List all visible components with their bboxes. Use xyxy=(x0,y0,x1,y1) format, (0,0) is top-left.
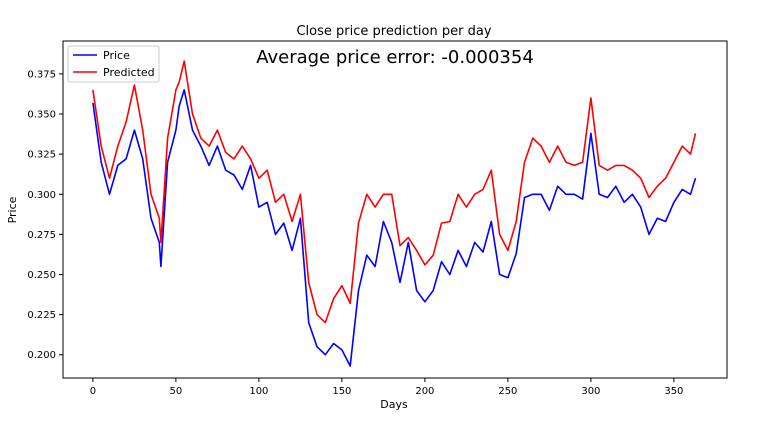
y-tick-label: 0.250 xyxy=(27,270,56,281)
y-tick-label: 0.325 xyxy=(27,150,56,161)
x-tick-label: 250 xyxy=(498,386,517,397)
y-tick-label: 0.375 xyxy=(27,69,56,80)
y-tick-label: 0.350 xyxy=(27,110,56,121)
x-tick-label: 100 xyxy=(249,386,268,397)
series-line-price xyxy=(92,89,697,367)
average-error-annotation: Average price error: -0.000354 xyxy=(256,47,534,68)
legend: Price Predicted xyxy=(67,45,160,83)
x-tick-label: 300 xyxy=(581,386,600,397)
x-tick-label: 200 xyxy=(415,386,434,397)
y-tick-label: 0.200 xyxy=(27,350,56,361)
x-tick-label: 50 xyxy=(170,386,183,397)
legend-label-predicted: Predicted xyxy=(103,66,155,79)
x-tick-label: 0 xyxy=(90,386,96,397)
y-axis-ticks: 0.200 0.225 0.250 0.275 0.300 0.325 0.350 0.375 xyxy=(27,69,63,361)
plot-area-frame xyxy=(62,40,728,379)
x-axis-ticks: 0 50 100 150 200 250 300 350 xyxy=(90,378,683,397)
x-tick-label: 150 xyxy=(332,386,351,397)
y-axis-label: Price xyxy=(6,196,19,223)
x-tick-label: 350 xyxy=(664,386,683,397)
series-line-predicted xyxy=(92,60,697,324)
legend-label-price: Price xyxy=(103,49,130,62)
chart-title: Close price prediction per day xyxy=(296,24,491,39)
y-tick-label: 0.300 xyxy=(27,190,56,201)
series-layer xyxy=(92,60,697,367)
y-tick-label: 0.225 xyxy=(27,310,56,321)
y-tick-label: 0.275 xyxy=(27,230,56,241)
x-axis-label: Days xyxy=(380,398,408,411)
